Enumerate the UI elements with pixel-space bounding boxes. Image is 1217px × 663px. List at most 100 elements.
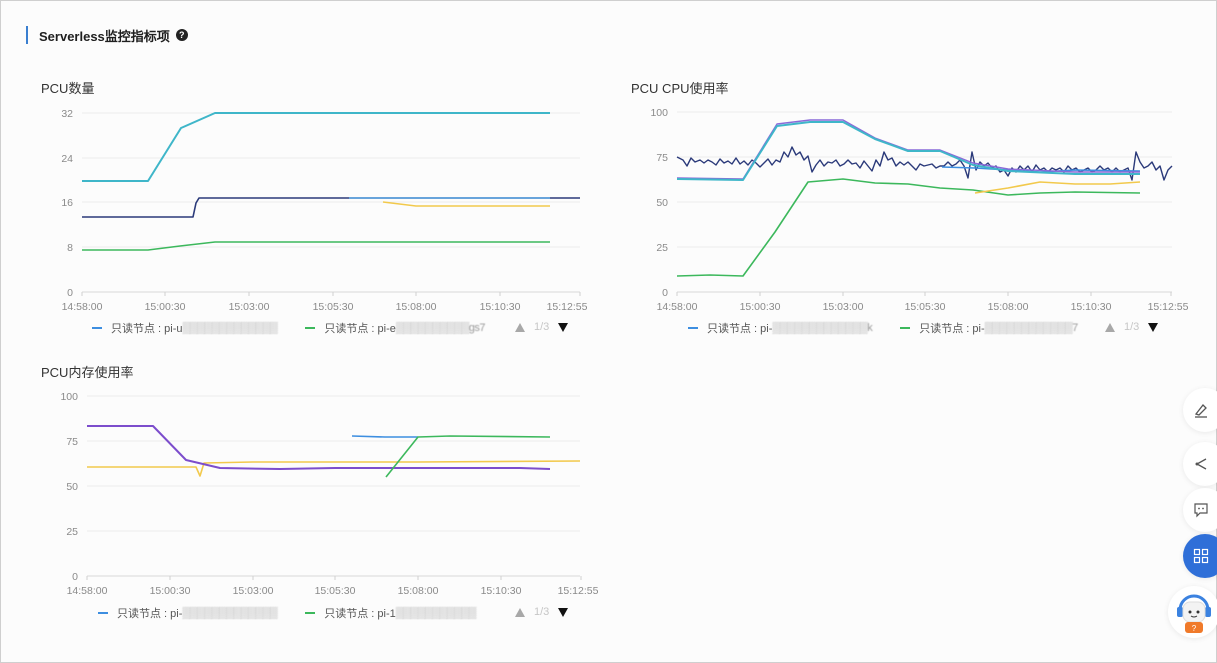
pager-next-icon[interactable] (1148, 322, 1159, 332)
pcu-cpu-plot[interactable]: 100 75 50 25 0 14:58:00 15:00:30 15:03:0… (0, 0, 1217, 340)
svg-text:32: 32 (61, 108, 73, 120)
legend-label-obscured: ▒▒▒▒▒▒▒▒▒▒▒▒▒ (182, 607, 278, 619)
svg-text:?: ? (1192, 624, 1197, 633)
legend-item[interactable]: 只读节点 : pi- ▒▒▒▒▒▒▒▒▒▒▒▒▒k (688, 320, 873, 336)
pager-text: 1/3 (534, 321, 550, 333)
legend-swatch (305, 612, 316, 614)
svg-text:75: 75 (66, 436, 78, 448)
legend-item[interactable]: 只读节点 : pi- ▒▒▒▒▒▒▒▒▒▒▒▒7 (900, 320, 1078, 336)
pager-next-icon[interactable] (558, 607, 569, 617)
y-axis-labels: 100 75 50 25 0 (650, 107, 668, 299)
series-purple (87, 425, 551, 470)
svg-text:15:05:30: 15:05:30 (315, 585, 356, 597)
x-axis-labels: 14:58:00 15:00:30 15:03:00 15:05:30 15:0… (657, 301, 1189, 313)
series-yellow (974, 181, 1141, 194)
svg-text:50: 50 (656, 197, 668, 209)
pager-prev-icon[interactable] (1105, 322, 1115, 332)
svg-text:14:58:00: 14:58:00 (657, 301, 698, 313)
pager-next-icon[interactable] (558, 322, 569, 332)
pcu-memory-plot[interactable]: 100 75 50 25 0 14:58:00 15:00:30 15:03:0… (0, 0, 620, 640)
y-axis-labels: 100 75 50 25 0 (60, 391, 78, 583)
assistant-button[interactable]: ? (1168, 586, 1217, 638)
series-cyan (676, 121, 1140, 181)
legend-swatch (98, 612, 108, 614)
svg-text:15:10:30: 15:10:30 (481, 585, 522, 597)
svg-text:15:08:00: 15:08:00 (988, 301, 1029, 313)
section-accent-bar (26, 26, 28, 44)
x-axis-labels: 14:58:00 15:00:30 15:03:00 15:05:30 15:0… (62, 301, 588, 313)
svg-text:15:05:30: 15:05:30 (313, 301, 354, 313)
svg-text:15:10:30: 15:10:30 (480, 301, 521, 313)
legend-swatch (92, 327, 102, 329)
svg-text:15:00:30: 15:00:30 (740, 301, 781, 313)
series-green (676, 178, 1141, 277)
feedback-button[interactable] (1183, 488, 1217, 532)
section-title: Serverless监控指标项 (39, 28, 170, 44)
chart-title: PCU数量 (41, 81, 95, 96)
chart-legend: 只读节点 : pi- ▒▒▒▒▒▒▒▒▒▒▒▒▒ 只读节点 : pi-1 ▒▒▒… (98, 605, 504, 621)
legend-label-obscured: ▒▒▒▒▒▒▒▒▒▒▒▒▒k (772, 322, 873, 334)
legend-label-obscured: ▒▒▒▒▒▒▒▒▒▒gs7 (395, 322, 486, 334)
svg-text:50: 50 (66, 481, 78, 493)
assistant-avatar-icon: ? (1177, 594, 1211, 633)
x-axis-ticks (81, 292, 581, 296)
svg-text:75: 75 (656, 152, 668, 164)
legend-pager: 1/3 (515, 606, 569, 618)
apps-button[interactable] (1183, 534, 1217, 578)
section-header: Serverless监控指标项 ? (26, 25, 188, 45)
legend-label: 只读节点 : pi- (707, 323, 773, 335)
legend-pager: 1/3 (1105, 321, 1159, 333)
series-blue (351, 435, 418, 438)
svg-text:15:05:30: 15:05:30 (905, 301, 946, 313)
legend-item[interactable]: 只读节点 : pi- ▒▒▒▒▒▒▒▒▒▒▒▒▒ (98, 605, 278, 621)
series-yellow (382, 201, 550, 207)
pager-prev-icon[interactable] (515, 322, 525, 332)
legend-label: 只读节点 : pi-1 (324, 608, 396, 620)
share-button[interactable] (1183, 442, 1217, 486)
pager-text: 1/3 (1124, 321, 1140, 333)
chart-title: PCU内存使用率 (41, 365, 134, 380)
pcu-count-plot[interactable]: 32 24 16 8 0 14:58:00 15:00:30 15:03:00 … (0, 0, 620, 340)
svg-text:0: 0 (72, 571, 78, 583)
svg-text:16: 16 (61, 197, 73, 209)
legend-pager: 1/3 (515, 321, 569, 333)
series-yellow (87, 460, 581, 477)
chart-legend: 只读节点 : pi-u ▒▒▒▒▒▒▒▒▒▒▒▒▒ 只读节点 : pi-e ▒▒… (92, 320, 513, 336)
legend-item[interactable]: 只读节点 : pi-u ▒▒▒▒▒▒▒▒▒▒▒▒▒ (92, 320, 278, 336)
svg-text:15:12:55: 15:12:55 (1148, 301, 1189, 313)
question-circle-icon[interactable]: ? (175, 29, 188, 41)
svg-text:25: 25 (656, 242, 668, 254)
svg-text:15:00:30: 15:00:30 (145, 301, 186, 313)
svg-text:14:58:00: 14:58:00 (62, 301, 103, 313)
svg-text:8: 8 (67, 242, 73, 254)
legend-label-obscured: ▒▒▒▒▒▒▒▒▒▒▒▒7 (984, 322, 1079, 334)
edit-button[interactable] (1183, 388, 1217, 432)
svg-text:15:10:30: 15:10:30 (1071, 301, 1112, 313)
svg-text:0: 0 (662, 287, 668, 299)
legend-item[interactable]: 只读节点 : pi-1 ▒▒▒▒▒▒▒▒▒▒▒ (305, 605, 476, 621)
x-axis-ticks (676, 292, 1172, 296)
svg-text:0: 0 (67, 287, 73, 299)
svg-text:100: 100 (650, 107, 668, 119)
legend-swatch (900, 327, 911, 329)
edit-icon (1194, 404, 1207, 418)
series-green (385, 435, 551, 478)
x-axis-ticks (86, 576, 582, 580)
svg-text:15:03:00: 15:03:00 (229, 301, 270, 313)
svg-text:25: 25 (66, 526, 78, 538)
svg-text:24: 24 (61, 153, 73, 165)
svg-text:15:03:00: 15:03:00 (823, 301, 864, 313)
share-icon (1195, 458, 1207, 470)
legend-label-obscured: ▒▒▒▒▒▒▒▒▒▒▒▒▒ (182, 322, 278, 334)
feedback-icon (1194, 503, 1208, 518)
legend-label: 只读节点 : pi-u (111, 323, 183, 335)
svg-text:15:12:55: 15:12:55 (558, 585, 599, 597)
legend-swatch (688, 327, 698, 329)
legend-label: 只读节点 : pi-e (324, 323, 396, 335)
pager-prev-icon[interactable] (515, 607, 525, 617)
legend-item[interactable]: 只读节点 : pi-e ▒▒▒▒▒▒▒▒▒▒gs7 (305, 320, 486, 336)
legend-label-obscured: ▒▒▒▒▒▒▒▒▒▒▒ (395, 607, 477, 619)
y-axis-labels: 32 24 16 8 0 (61, 108, 73, 299)
grid-lines (82, 112, 580, 293)
